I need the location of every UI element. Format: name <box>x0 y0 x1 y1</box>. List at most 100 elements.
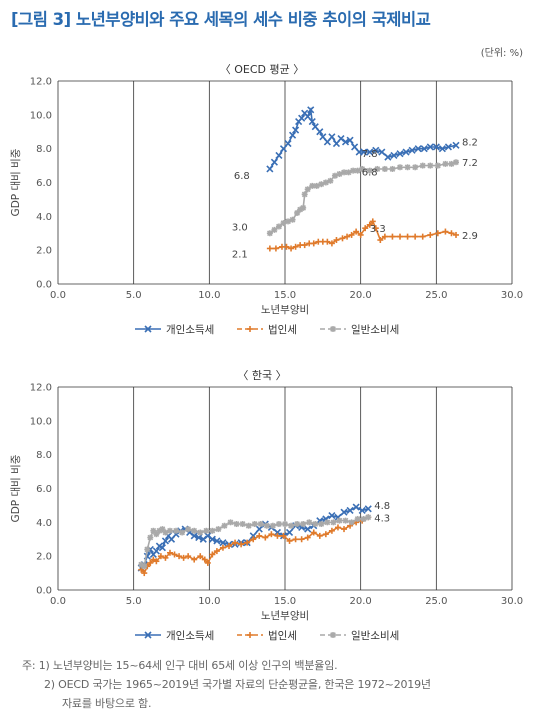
data-point <box>147 559 154 566</box>
y-tick-label: 10.0 <box>30 416 52 427</box>
data-point <box>233 521 240 528</box>
data-point <box>232 539 239 546</box>
legend-item-2: 일반소비세 <box>320 323 399 336</box>
data-point <box>199 535 207 543</box>
data-point <box>208 535 216 543</box>
data-point <box>213 537 221 545</box>
data-point <box>227 519 234 526</box>
data-point <box>307 106 315 114</box>
data-point <box>191 556 198 563</box>
data-point <box>270 158 278 166</box>
data-point <box>209 551 216 558</box>
data-point <box>209 527 216 534</box>
y-axis-label: GDP 대비 비중 <box>10 148 22 216</box>
data-point <box>294 521 301 528</box>
data-point <box>271 226 278 233</box>
data-point <box>328 240 335 247</box>
data-point <box>195 533 203 542</box>
x-tick-label: 0.0 <box>50 596 66 607</box>
data-point <box>336 517 343 524</box>
data-point <box>238 541 245 548</box>
data-point <box>288 522 295 529</box>
y-tick-label: 6.0 <box>36 484 52 495</box>
legend-item-2: 일반소비세 <box>320 629 399 642</box>
series-2 <box>266 159 460 237</box>
data-point <box>185 526 192 533</box>
data-point <box>245 522 252 529</box>
data-point <box>191 527 198 534</box>
data-point <box>342 517 349 524</box>
data-point <box>272 245 279 252</box>
y-tick-label: 2.0 <box>36 246 52 257</box>
y-tick-label: 0.0 <box>36 280 52 291</box>
data-label: 2.1 <box>232 249 248 260</box>
footnote-2: 2) OECD 국가는 1965~2019년 국가별 자료의 단순평균을, 한국… <box>44 678 431 691</box>
data-point <box>328 527 335 534</box>
data-point <box>427 231 434 238</box>
data-point <box>372 146 380 154</box>
data-point <box>336 171 343 178</box>
data-point <box>141 563 148 570</box>
data-point <box>244 539 251 546</box>
data-point <box>360 148 368 156</box>
data-point <box>419 233 426 240</box>
data-point <box>262 534 269 541</box>
data-point <box>173 527 180 534</box>
series-1 <box>266 218 460 252</box>
data-point <box>389 165 396 172</box>
data-point <box>161 537 170 545</box>
data-point <box>176 553 183 560</box>
y-tick-label: 12.0 <box>30 383 52 394</box>
data-point <box>239 521 246 528</box>
data-point <box>408 146 416 154</box>
legend-label: 개인소득세 <box>166 630 214 642</box>
x-axis-label: 노년부양비 <box>261 610 309 622</box>
data-point <box>285 528 294 537</box>
data-point <box>377 237 384 244</box>
data-point <box>203 527 210 534</box>
data-point <box>412 233 419 240</box>
y-tick-label: 6.0 <box>36 178 52 189</box>
data-point <box>419 162 426 169</box>
data-point <box>257 521 264 528</box>
data-point <box>397 164 404 171</box>
y-tick-label: 0.0 <box>36 586 52 597</box>
data-point <box>197 529 204 536</box>
data-point <box>282 521 288 528</box>
series-2 <box>138 514 372 570</box>
data-point <box>308 118 316 126</box>
data-point <box>318 181 325 188</box>
data-point <box>434 230 441 237</box>
data-point <box>366 167 373 174</box>
y-tick-label: 12.0 <box>30 77 52 88</box>
legend-item-1: 법인세 <box>237 630 297 642</box>
data-point <box>180 554 187 561</box>
data-point <box>366 148 374 156</box>
data-point <box>448 230 455 237</box>
footnote-1: 주: 1) 노년부양비는 15~64세 인구 대비 65세 이상 인구의 백분율… <box>22 659 338 672</box>
x-tick-label: 5.0 <box>126 596 142 607</box>
data-point <box>150 556 157 563</box>
chart-svg: 〈 OECD 평균 〉 0.0 5.0 10.0 15.0 20.0 25.0 30.0 0.0… <box>10 63 523 336</box>
legend-item-0: 개인소득세 <box>135 324 214 336</box>
data-label: 8.2 <box>462 137 478 148</box>
data-point <box>306 519 313 526</box>
data-label: 7.8 <box>362 149 378 160</box>
data-point <box>420 145 428 153</box>
data-point <box>402 148 410 156</box>
data-point <box>153 558 160 565</box>
data-point <box>166 549 173 556</box>
data-point <box>353 228 360 235</box>
data-point <box>280 532 287 539</box>
data-point <box>226 543 233 550</box>
data-point <box>354 167 361 174</box>
data-point <box>341 526 348 533</box>
x-axis-label: 노년부양비 <box>261 304 309 316</box>
data-point <box>442 160 449 167</box>
x-tick-label: 30.0 <box>501 596 523 607</box>
data-point <box>263 522 270 529</box>
y-tick-label: 8.0 <box>36 144 52 155</box>
data-point <box>301 242 308 249</box>
data-label: 6.8 <box>234 171 250 182</box>
data-point <box>327 177 334 184</box>
